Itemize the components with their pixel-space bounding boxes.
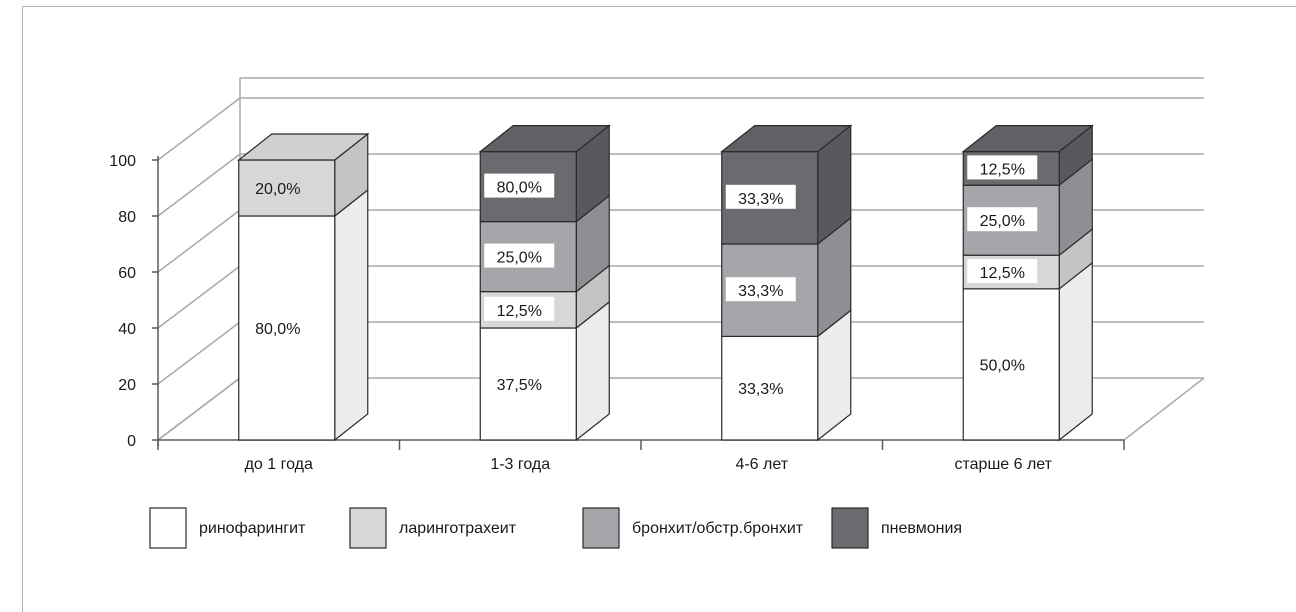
side-wall-edge: [157, 78, 241, 441]
y-tick-label: 80: [118, 209, 136, 226]
legend-label: ларинготрахеит: [399, 520, 517, 537]
data-label: 33,3%: [738, 283, 783, 300]
gridline-side: [157, 321, 241, 385]
bar-segment: [238, 159, 336, 217]
data-label: 37,5%: [497, 377, 542, 394]
bar-segment: [479, 327, 577, 441]
x-tick-label: 4-6 лет: [735, 456, 788, 473]
y-tick-label: 20: [118, 377, 136, 394]
y-tick-label: 60: [118, 265, 136, 282]
bars: [237, 124, 1094, 442]
y-tick-label: 0: [127, 433, 136, 450]
chart-frame: [22, 6, 1296, 612]
y-tick-label: 40: [118, 321, 136, 338]
data-label: 12,5%: [980, 161, 1025, 178]
floor-right-edge: [1123, 377, 1205, 441]
bar-segment: [962, 288, 1060, 441]
data-label: 25,0%: [497, 250, 542, 267]
data-label-box: [484, 243, 555, 268]
data-label: 33,3%: [738, 191, 783, 208]
bar-segment: [721, 335, 819, 441]
bar-segment-side: [334, 188, 369, 442]
data-label-box: [484, 173, 555, 198]
data-label: 12,5%: [497, 303, 542, 320]
data-labels: 80,0% 20,0% 37,5% 12,5% 25,0% 80,0% 33,3% 33,3%…: [255, 155, 1038, 398]
gridline-side: [157, 265, 241, 329]
gridline-side: [157, 97, 241, 161]
data-label-box: [725, 184, 796, 209]
x-tick-label: 1-3 года: [490, 456, 550, 473]
data-label-box: [484, 296, 555, 321]
bar-top-face: [720, 124, 853, 153]
data-label-box: [967, 207, 1038, 232]
legend-swatch: [349, 507, 387, 549]
bar-top-face: [961, 124, 1094, 153]
legend-label: ринофарингит: [199, 520, 306, 537]
legend-label: бронхит/обстр.бронхит: [632, 520, 804, 537]
gridline-side: [157, 209, 241, 273]
x-tick-label: до 1 года: [245, 456, 313, 473]
data-label: 50,0%: [980, 357, 1025, 374]
data-label: 20,0%: [255, 181, 300, 198]
data-label-box: [967, 155, 1038, 180]
data-label: 80,0%: [255, 321, 300, 338]
legend-swatch: [149, 507, 187, 549]
data-label: 12,5%: [980, 265, 1025, 282]
gridline-side: [157, 153, 241, 217]
data-label: 25,0%: [980, 213, 1025, 230]
data-label: 80,0%: [497, 180, 542, 197]
x-tick-label: старше 6 лет: [955, 456, 1053, 473]
bar-top-face: [237, 133, 370, 161]
legend: ринофарингит ларинготрахеит бронхит/обстр.…: [149, 507, 962, 549]
legend-swatch: [831, 507, 869, 549]
legend-label: пневмония: [881, 520, 962, 537]
data-label-box: [725, 277, 796, 302]
legend-swatch: [582, 507, 620, 549]
bar-top-face: [478, 124, 611, 153]
bar-segment: [238, 215, 336, 441]
bar-segment-side: [1058, 261, 1093, 442]
data-label: 33,3%: [738, 381, 783, 398]
data-label-box: [967, 259, 1038, 283]
y-tick-label: 100: [109, 153, 136, 170]
gridline-side: [157, 377, 241, 441]
